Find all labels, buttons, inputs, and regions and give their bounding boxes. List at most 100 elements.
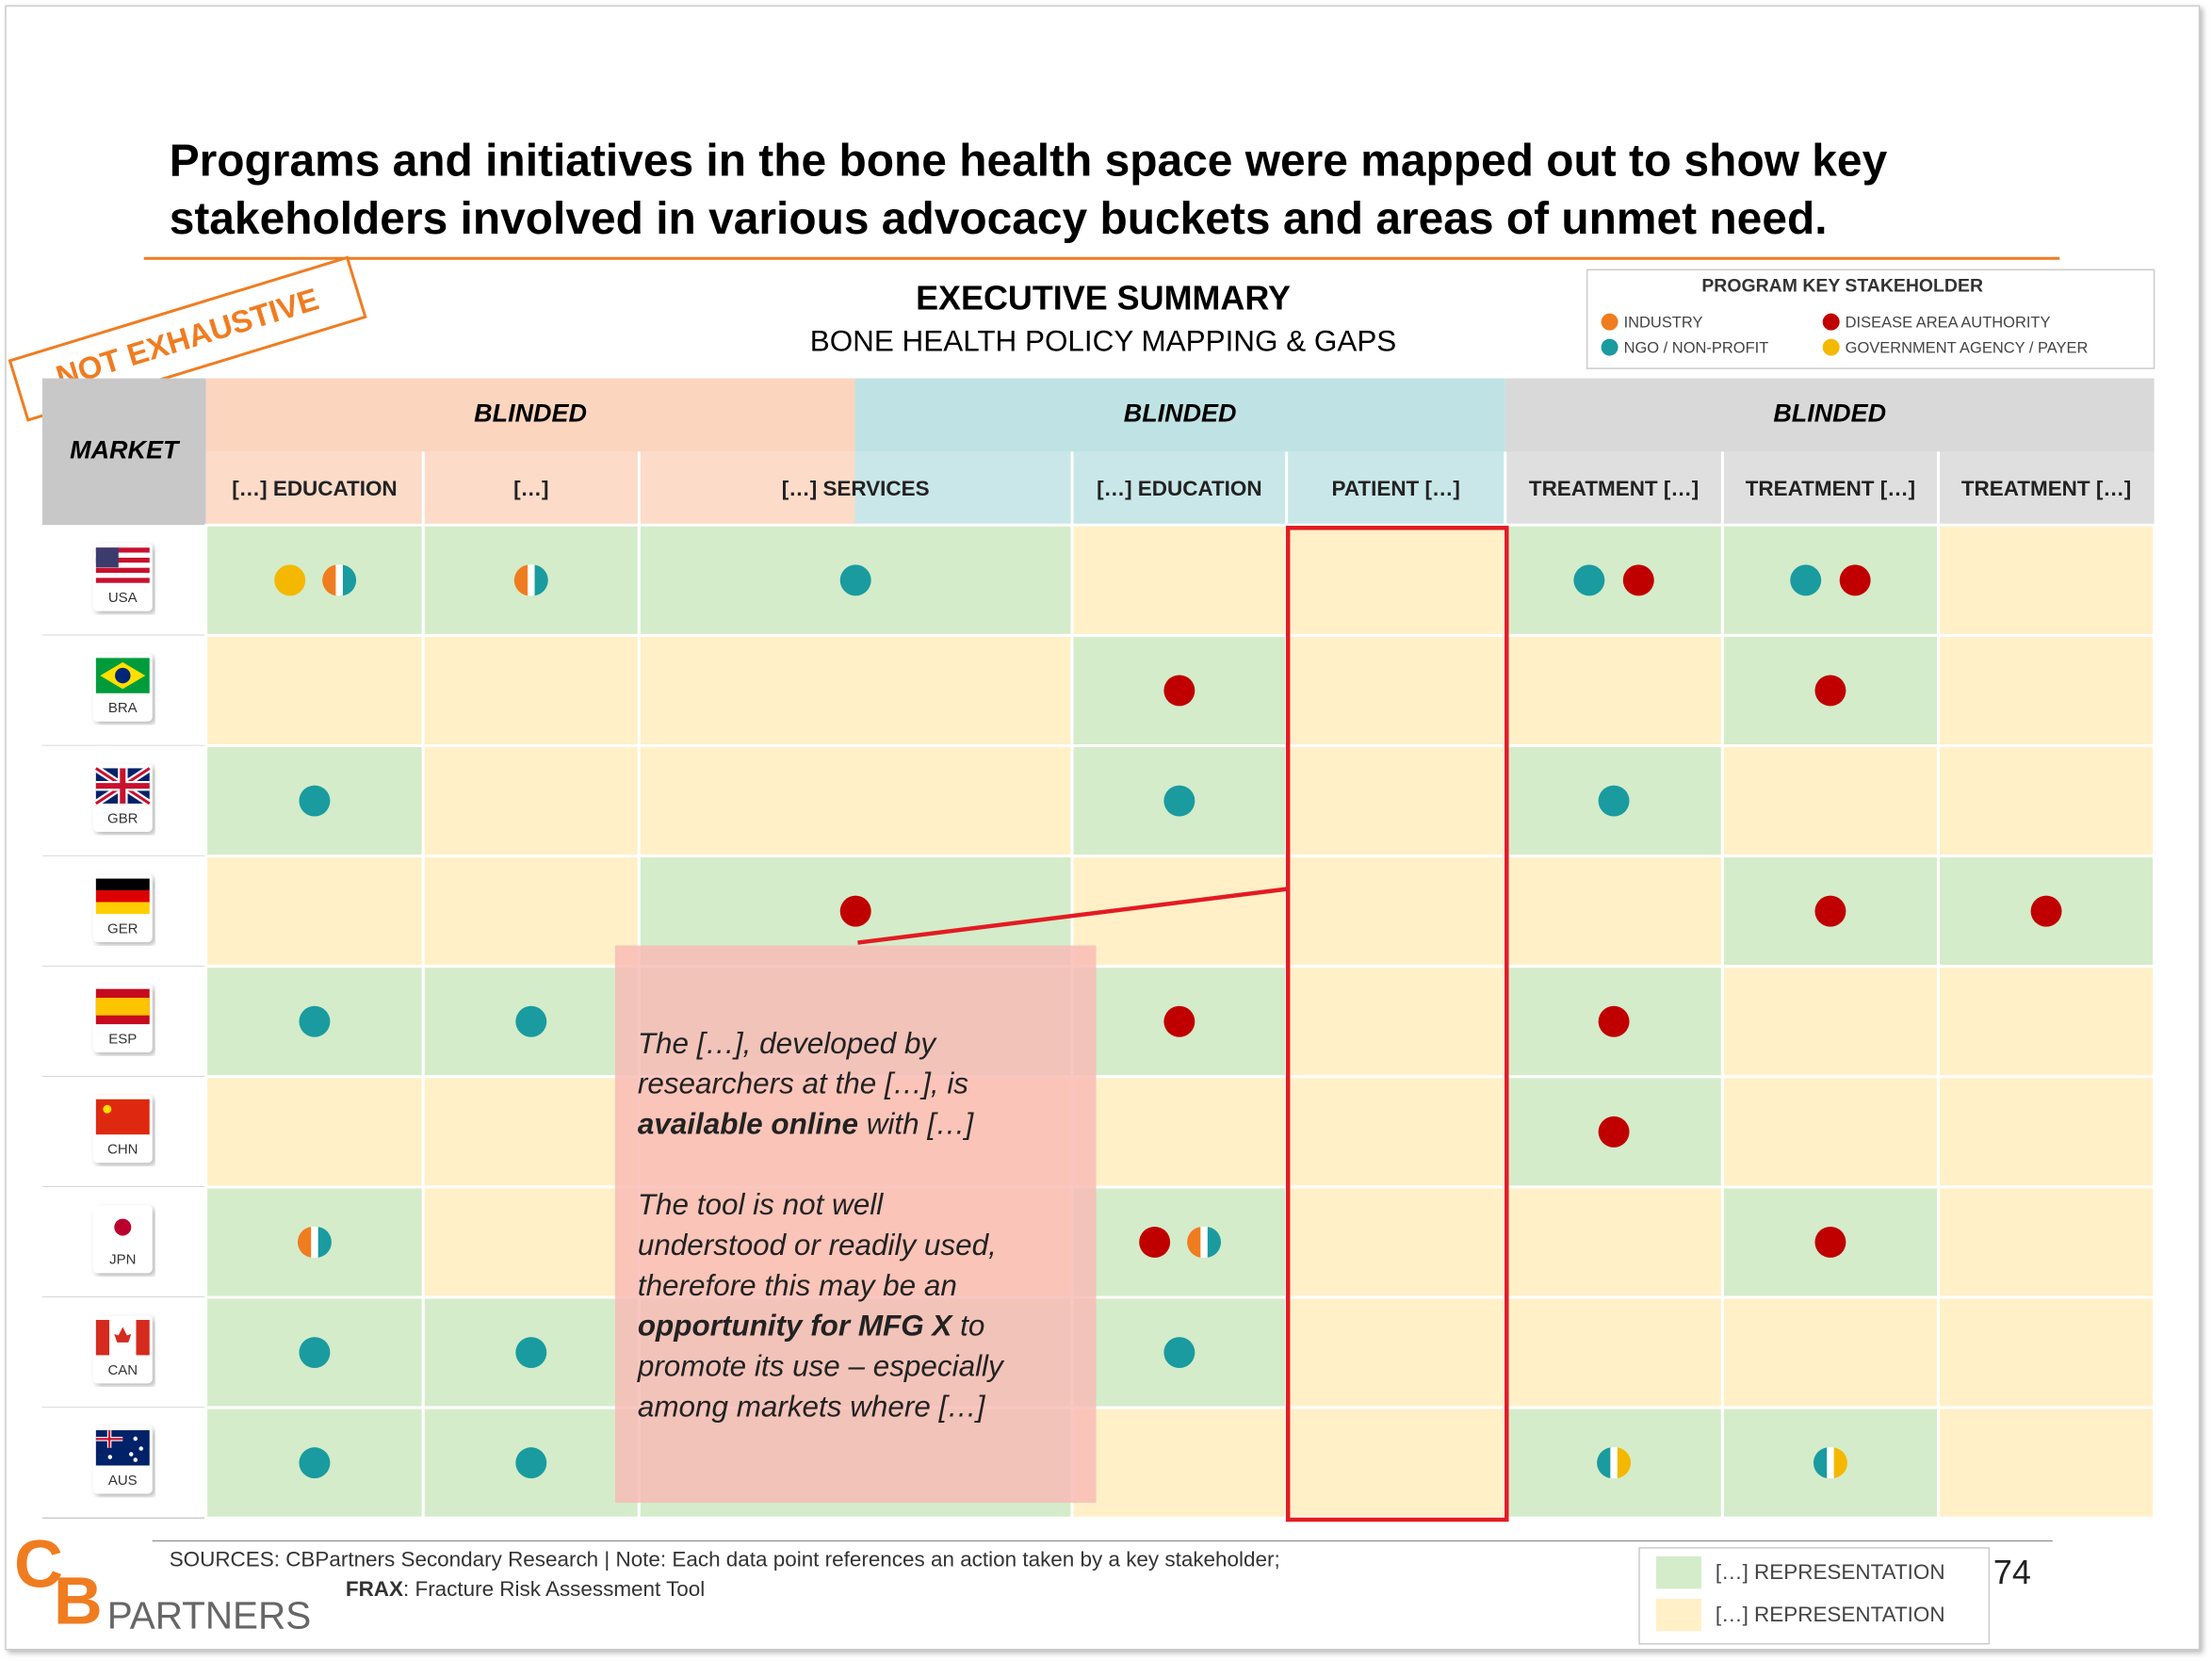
group-header — [854, 378, 1505, 452]
flag-part — [95, 1319, 110, 1356]
cell — [1504, 1185, 1724, 1299]
cell — [1285, 965, 1507, 1079]
stakeholder-dot — [1163, 785, 1195, 817]
stakeholder-dot — [1814, 675, 1846, 707]
flag-part — [95, 557, 150, 563]
cell — [1285, 1295, 1507, 1409]
group-label: BLINDED — [1773, 399, 1886, 428]
flag-part — [95, 902, 150, 914]
cell — [1720, 965, 1940, 1079]
cell — [1285, 744, 1507, 858]
flag-part — [107, 1455, 113, 1459]
legend-dot — [1822, 338, 1840, 356]
cell — [1936, 633, 2156, 748]
cell — [1070, 1406, 1289, 1520]
cell — [1936, 1185, 2156, 1299]
flag — [95, 1099, 150, 1135]
flag — [95, 547, 150, 583]
callout-run: opportunity for MFG X — [638, 1310, 954, 1343]
stakeholder-dot — [1814, 895, 1846, 927]
connector — [857, 887, 1287, 945]
logo-name: PARTNERS — [107, 1594, 311, 1637]
market-code: JPN — [109, 1252, 136, 1268]
stakeholder-dot — [1598, 1115, 1630, 1148]
stakeholder-dot — [1827, 1447, 1834, 1479]
flag-part — [95, 573, 150, 578]
cell — [1070, 523, 1289, 637]
stakeholder-dot — [335, 564, 343, 596]
column-header-bg — [854, 451, 1505, 526]
market-code: AUS — [108, 1473, 138, 1489]
cell — [1936, 1406, 2156, 1520]
cell — [204, 1075, 425, 1189]
market-code: GER — [107, 920, 138, 936]
flag-part — [95, 1430, 123, 1448]
cell — [1936, 523, 2156, 637]
frax-term: FRAX — [346, 1577, 403, 1601]
group-header — [205, 378, 855, 452]
stakeholder-dot — [299, 1005, 331, 1037]
cell — [1936, 1075, 2156, 1189]
legend-label: NGO / NON-PROFIT — [1624, 339, 1769, 356]
callout-line: understood or readily used, — [638, 1229, 997, 1262]
frax-note: FRAX: Fracture Risk Assessment Tool — [346, 1577, 705, 1601]
stakeholder-dot — [311, 1226, 318, 1258]
cell — [1070, 1075, 1289, 1189]
cell — [421, 744, 641, 858]
flag-part — [95, 567, 150, 574]
cell — [1936, 744, 2156, 858]
sources: SOURCES: CBPartners Secondary Research |… — [170, 1547, 1280, 1571]
stakeholder-dot — [297, 1226, 314, 1258]
column-header: PATIENT […] — [1332, 477, 1460, 500]
stakeholder-dot — [515, 1447, 547, 1479]
flag — [95, 658, 150, 693]
stakeholder-dot — [2030, 895, 2062, 927]
cell — [421, 633, 641, 748]
flag-part — [95, 998, 150, 1016]
stakeholder-dot — [274, 564, 306, 596]
column-header: TREATMENT […] — [1961, 477, 2131, 500]
legend-label: INDUSTRY — [1624, 315, 1703, 332]
column-header: […] SERVICES — [782, 477, 930, 500]
flag-part — [95, 578, 150, 583]
flag-part — [95, 552, 150, 558]
representation-swatch — [1656, 1598, 1701, 1632]
logo-b: B — [54, 1563, 103, 1638]
cell — [1285, 1406, 1507, 1520]
cell — [1285, 633, 1507, 748]
flag — [95, 878, 150, 914]
flag-part — [95, 547, 119, 568]
stakeholder-dot — [1615, 1447, 1632, 1479]
stakeholder-dot — [839, 564, 871, 596]
callout-line: The […], developed by — [638, 1027, 938, 1060]
callout-line: among markets where […] — [638, 1391, 986, 1424]
flag-part — [95, 890, 150, 903]
cell — [204, 855, 425, 969]
flag — [95, 988, 150, 1025]
flag-part — [95, 562, 150, 568]
stakeholder-dot — [299, 785, 331, 817]
cell — [1285, 1075, 1507, 1189]
cell — [637, 633, 1074, 748]
callout-run: to — [951, 1310, 984, 1343]
stakeholder-dot — [1790, 564, 1822, 596]
market-code: BRA — [108, 700, 138, 716]
stakeholder-dot — [1831, 1447, 1847, 1479]
stakeholder-dot — [1598, 1005, 1630, 1037]
highlight-box — [1285, 526, 1509, 1523]
stakeholder-legend-title: PROGRAM KEY STAKEHOLDER — [1701, 275, 1983, 296]
market-code: USA — [108, 590, 138, 606]
stakeholder-dot — [299, 1447, 331, 1479]
callout-run: among markets where […] — [638, 1391, 986, 1424]
stakeholder-dot — [1187, 1226, 1203, 1258]
callout-run: The […], developed by — [638, 1027, 938, 1060]
flag — [95, 1209, 150, 1246]
stakeholder-dot — [1205, 1226, 1222, 1258]
group-header — [1504, 378, 2155, 452]
cell — [421, 855, 641, 969]
column-header: TREATMENT […] — [1746, 477, 1915, 500]
stakeholder-dot — [1163, 1005, 1195, 1037]
market-header — [41, 378, 206, 526]
cell — [1504, 855, 1724, 969]
